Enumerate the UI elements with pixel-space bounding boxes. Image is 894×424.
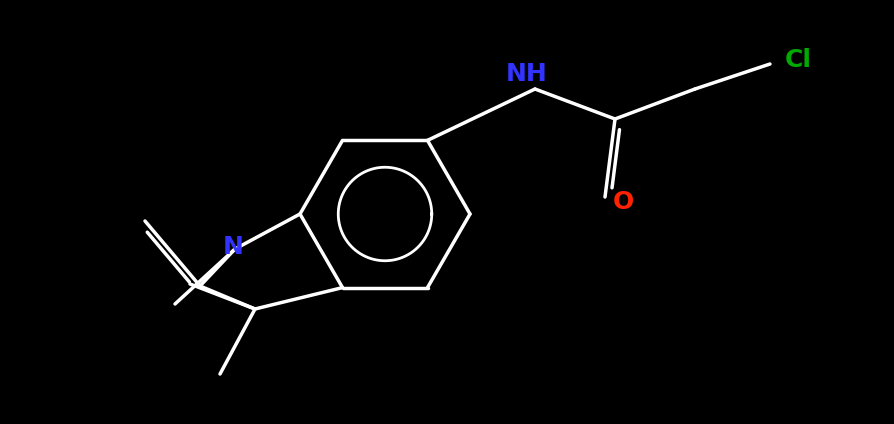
Text: N: N xyxy=(223,235,243,259)
Text: O: O xyxy=(611,190,633,214)
Text: Cl: Cl xyxy=(784,48,811,72)
Text: NH: NH xyxy=(506,62,547,86)
